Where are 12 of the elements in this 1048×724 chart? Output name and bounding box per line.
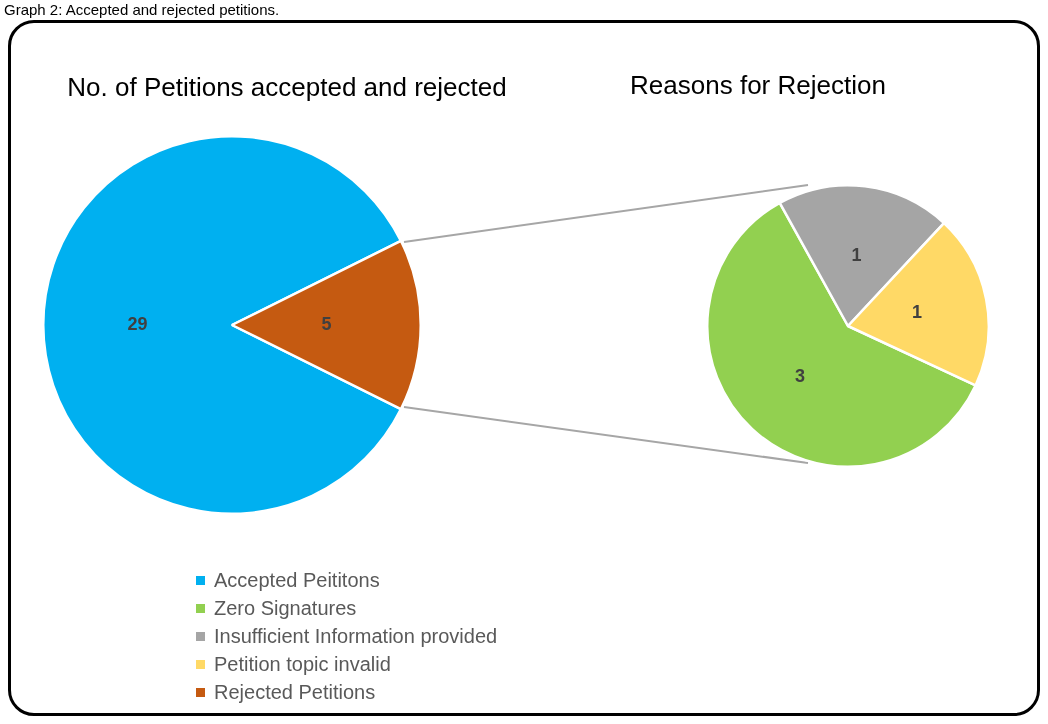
legend-label: Petition topic invalid xyxy=(214,652,391,677)
legend-label: Accepted Peititons xyxy=(214,568,380,593)
chart-title: Reasons for Rejection xyxy=(630,70,886,100)
data-label: 1 xyxy=(912,301,923,322)
legend-label: Zero Signatures xyxy=(214,596,357,621)
caption: Graph 2: Accepted and rejected petitions. xyxy=(4,1,280,18)
legend-label: Rejected Petitions xyxy=(214,680,376,705)
data-label: 29 xyxy=(127,313,148,334)
chart-title: No. of Petitions accepted and rejected xyxy=(66,72,508,103)
data-label: 1 xyxy=(851,245,862,266)
legend-label: Insufficient Information provided xyxy=(214,624,498,649)
data-label: 5 xyxy=(321,313,332,334)
